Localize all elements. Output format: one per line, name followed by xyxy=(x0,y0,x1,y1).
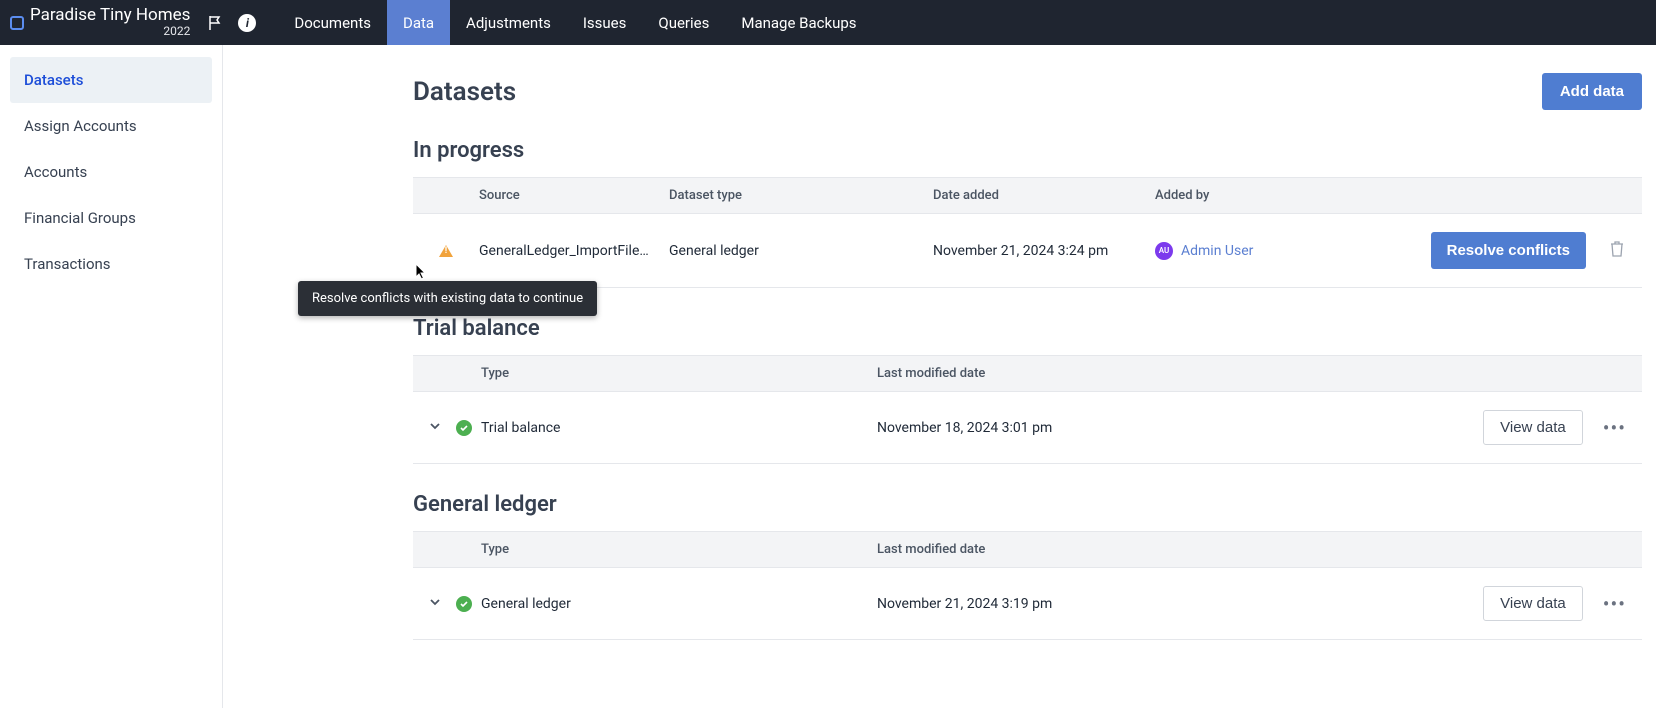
in-progress-header: Source Dataset type Date added Added by xyxy=(413,178,1642,214)
row-last-modified: November 21, 2024 3:19 pm xyxy=(877,596,1483,612)
expand-icon[interactable] xyxy=(429,596,441,612)
brand-icon xyxy=(10,16,24,30)
tab-data[interactable]: Data xyxy=(387,0,450,45)
view-data-button[interactable]: View data xyxy=(1483,586,1583,621)
header-type: Type xyxy=(481,542,877,557)
in-progress-row: Resolve conflicts with existing data to … xyxy=(413,214,1642,288)
row-type: General ledger xyxy=(481,596,877,612)
added-by-user[interactable]: Admin User xyxy=(1181,243,1253,259)
flag-icon[interactable] xyxy=(208,15,224,31)
sidebar-item-financial-groups[interactable]: Financial Groups xyxy=(0,195,222,241)
row-type: Trial balance xyxy=(481,420,877,436)
trial-balance-title: Trial balance xyxy=(413,316,1642,341)
tab-manage-backups[interactable]: Manage Backups xyxy=(725,0,872,45)
brand-year: 2022 xyxy=(163,25,190,38)
in-progress-title: In progress xyxy=(413,138,1642,163)
success-icon xyxy=(456,420,472,436)
add-data-button[interactable]: Add data xyxy=(1542,73,1642,110)
warning-tooltip: Resolve conflicts with existing data to … xyxy=(298,281,597,316)
header-date-added: Date added xyxy=(933,188,1155,203)
cursor-icon xyxy=(415,263,429,281)
sidebar-item-accounts[interactable]: Accounts xyxy=(0,149,222,195)
header-last-modified: Last modified date xyxy=(877,542,1626,557)
brand[interactable]: Paradise Tiny Homes 2022 xyxy=(10,7,190,37)
row-type: General ledger xyxy=(669,243,933,259)
page-title: Datasets xyxy=(413,77,516,107)
more-options-icon[interactable]: ••• xyxy=(1603,416,1626,440)
tab-documents[interactable]: Documents xyxy=(278,0,387,45)
in-progress-section: In progress Source Dataset type Date add… xyxy=(223,138,1656,288)
row-date-added: November 21, 2024 3:24 pm xyxy=(933,243,1155,259)
main-content: Datasets Add data In progress Source Dat… xyxy=(223,45,1656,708)
header-source: Source xyxy=(479,188,669,203)
delete-icon[interactable] xyxy=(1610,241,1624,261)
header-type: Type xyxy=(481,366,877,381)
tab-queries[interactable]: Queries xyxy=(642,0,725,45)
tab-issues[interactable]: Issues xyxy=(567,0,643,45)
avatar: AU xyxy=(1155,242,1173,260)
view-data-button[interactable]: View data xyxy=(1483,410,1583,445)
info-icon[interactable]: i xyxy=(238,14,256,32)
success-icon xyxy=(456,596,472,612)
resolve-conflicts-button[interactable]: Resolve conflicts xyxy=(1431,232,1586,269)
header-added-by: Added by xyxy=(1155,188,1375,203)
general-ledger-section: General ledger Type Last modified date xyxy=(223,492,1656,640)
top-icon-group: i xyxy=(208,14,256,32)
general-ledger-title: General ledger xyxy=(413,492,1642,517)
tab-adjustments[interactable]: Adjustments xyxy=(450,0,567,45)
row-last-modified: November 18, 2024 3:01 pm xyxy=(877,420,1483,436)
sidebar: Datasets Assign Accounts Accounts Financ… xyxy=(0,45,223,708)
header-last-modified: Last modified date xyxy=(877,366,1626,381)
trial-balance-header: Type Last modified date xyxy=(413,356,1642,392)
general-ledger-row: General ledger November 21, 2024 3:19 pm… xyxy=(413,568,1642,640)
sidebar-item-datasets[interactable]: Datasets xyxy=(10,57,212,103)
warning-icon[interactable] xyxy=(439,245,453,257)
more-options-icon[interactable]: ••• xyxy=(1603,592,1626,616)
row-source: GeneralLedger_ImportFile… xyxy=(479,243,669,259)
trial-balance-row: Trial balance November 18, 2024 3:01 pm … xyxy=(413,392,1642,464)
sidebar-item-assign-accounts[interactable]: Assign Accounts xyxy=(0,103,222,149)
header-dataset-type: Dataset type xyxy=(669,188,933,203)
brand-name: Paradise Tiny Homes xyxy=(30,7,190,25)
expand-icon[interactable] xyxy=(429,420,441,436)
top-tabs: Documents Data Adjustments Issues Querie… xyxy=(278,0,872,45)
trial-balance-section: Trial balance Type Last modified date xyxy=(223,316,1656,464)
general-ledger-header: Type Last modified date xyxy=(413,532,1642,568)
sidebar-item-transactions[interactable]: Transactions xyxy=(0,241,222,287)
top-navigation: Paradise Tiny Homes 2022 i Documents Dat… xyxy=(0,0,1656,45)
